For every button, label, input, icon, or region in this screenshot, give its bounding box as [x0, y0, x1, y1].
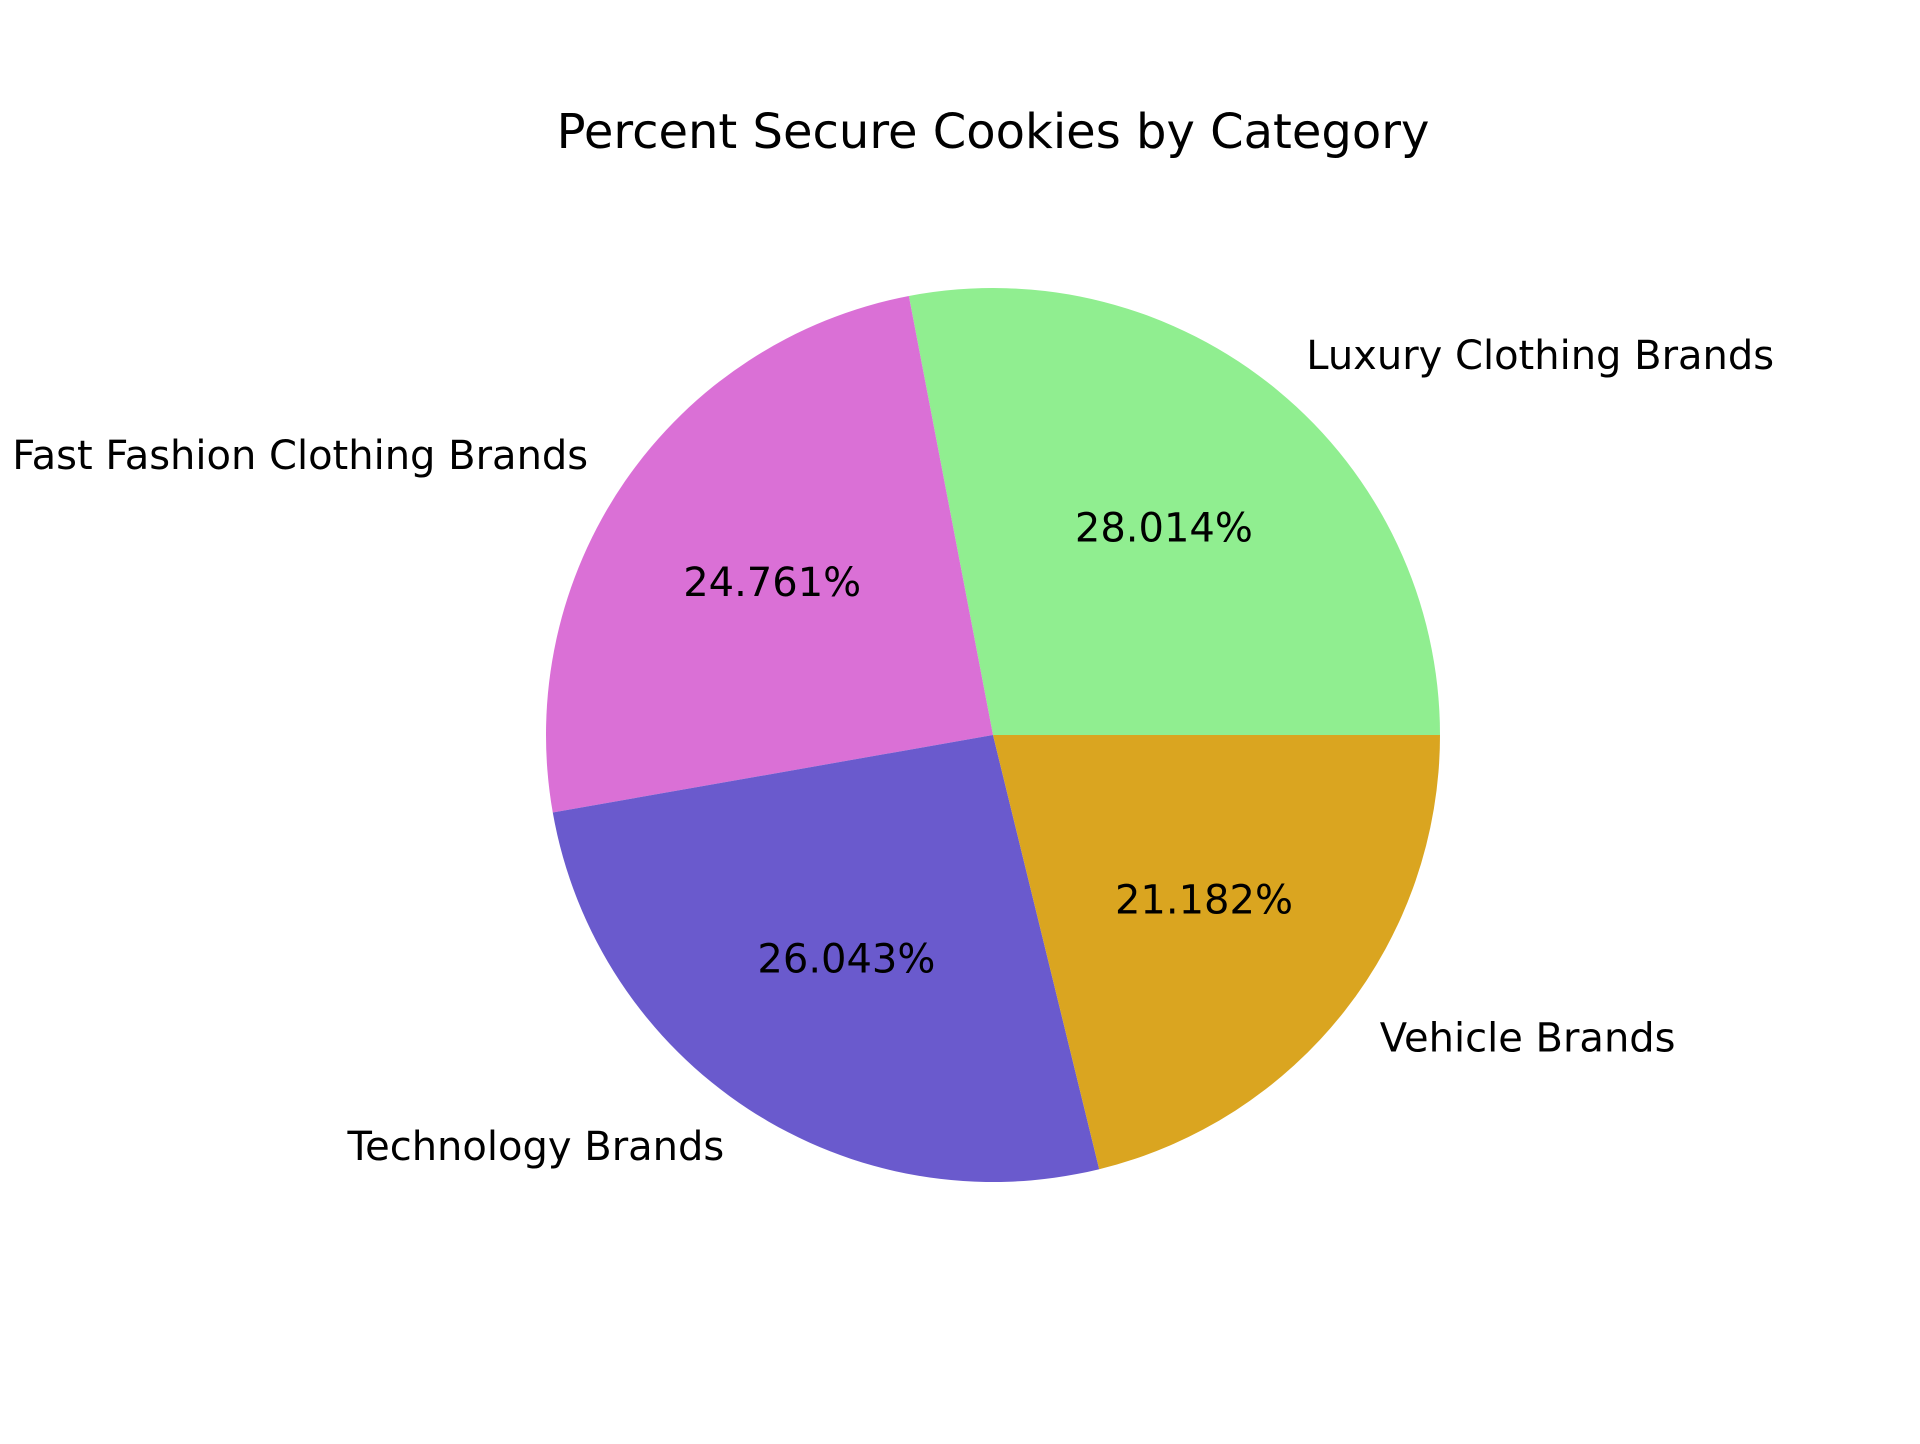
- pie-slice-vehicle-brands: [993, 735, 1440, 1170]
- slice-label-luxury-clothing-brands: Luxury Clothing Brands: [1306, 333, 1774, 379]
- slice-percent-technology-brands: 26.043%: [757, 937, 935, 983]
- chart-title: Percent Secure Cookies by Category: [557, 104, 1430, 160]
- slice-label-fast-fashion-clothing-brands: Fast Fashion Clothing Brands: [12, 433, 588, 479]
- slice-label-vehicle-brands: Vehicle Brands: [1380, 1016, 1676, 1062]
- pie-slices: [546, 288, 1440, 1182]
- slice-percent-fast-fashion-clothing-brands: 24.761%: [683, 560, 861, 606]
- pie-slice-technology-brands: [552, 735, 1100, 1182]
- slice-percent-luxury-clothing-brands: 28.014%: [1075, 505, 1253, 551]
- pie-slice-fast-fashion-clothing-brands: [546, 295, 993, 813]
- pie-slice-luxury-clothing-brands: [908, 288, 1440, 735]
- slice-label-technology-brands: Technology Brands: [346, 1124, 724, 1170]
- pie-labels: Luxury Clothing Brands 28.014% Fast Fashio…: [12, 333, 1774, 1170]
- slice-percent-vehicle-brands: 21.182%: [1115, 878, 1293, 924]
